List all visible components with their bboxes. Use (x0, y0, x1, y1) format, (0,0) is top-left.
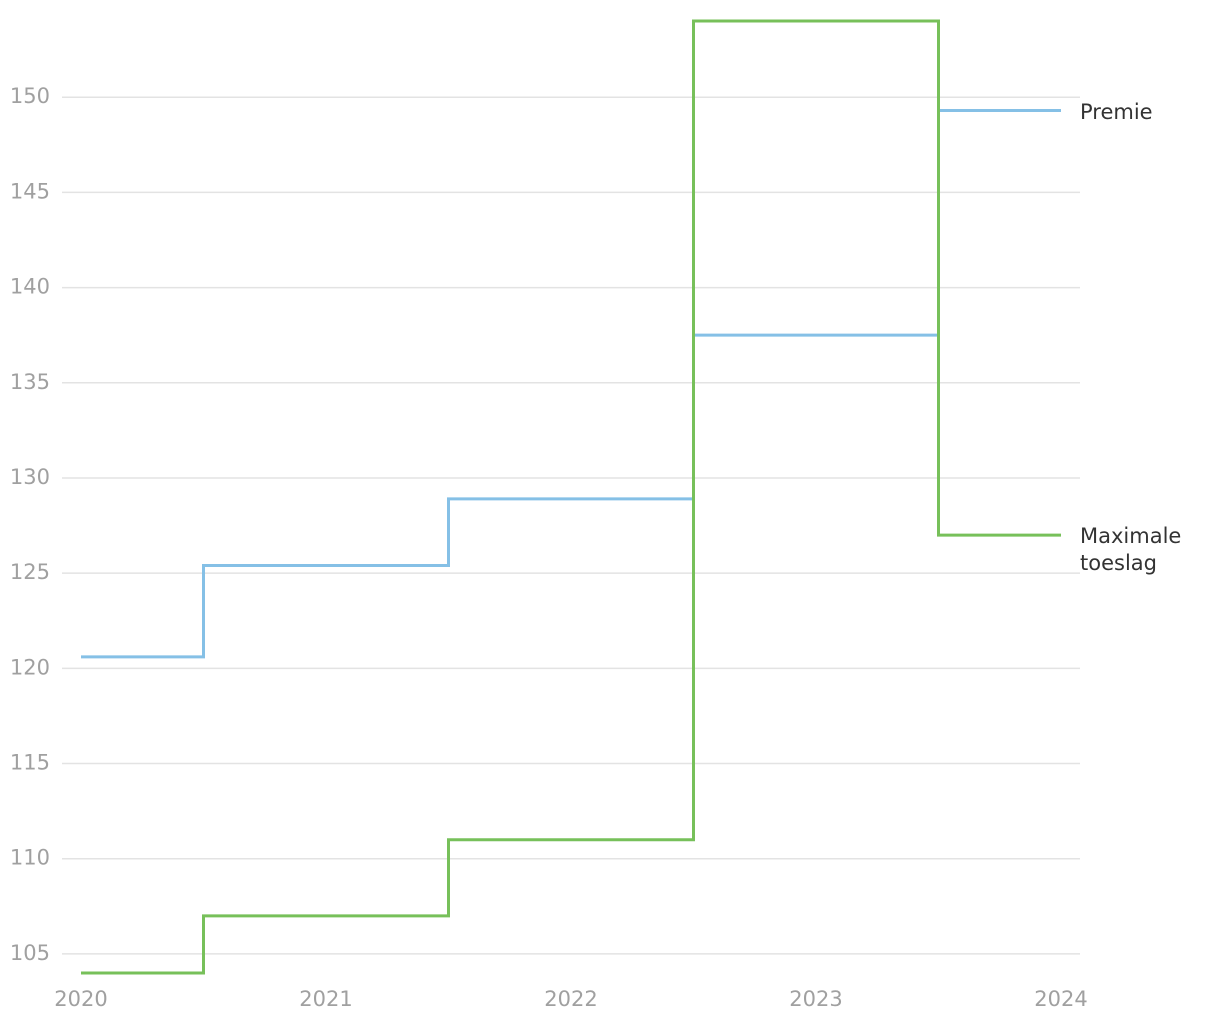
y-tick-label: 120 (10, 655, 50, 679)
x-tick-label: 2023 (789, 987, 842, 1011)
x-tick-label: 2024 (1034, 987, 1087, 1011)
y-tick-label: 150 (10, 84, 50, 108)
x-tick-label: 2021 (299, 987, 352, 1011)
x-tick-label: 2020 (54, 987, 107, 1011)
series-label: Premie (1080, 99, 1153, 124)
y-tick-label: 145 (10, 179, 50, 203)
y-tick-label: 140 (10, 275, 50, 299)
y-tick-label: 105 (10, 941, 50, 965)
y-tick-label: 110 (10, 846, 50, 870)
y-tick-label: 135 (10, 370, 50, 394)
y-tick-label: 125 (10, 560, 50, 584)
x-tick-label: 2022 (544, 987, 597, 1011)
series-line (81, 19, 1061, 975)
y-tick-label: 130 (10, 465, 50, 489)
series-label: Maximale toeslag (1080, 524, 1182, 576)
y-tick-label: 115 (10, 751, 50, 775)
